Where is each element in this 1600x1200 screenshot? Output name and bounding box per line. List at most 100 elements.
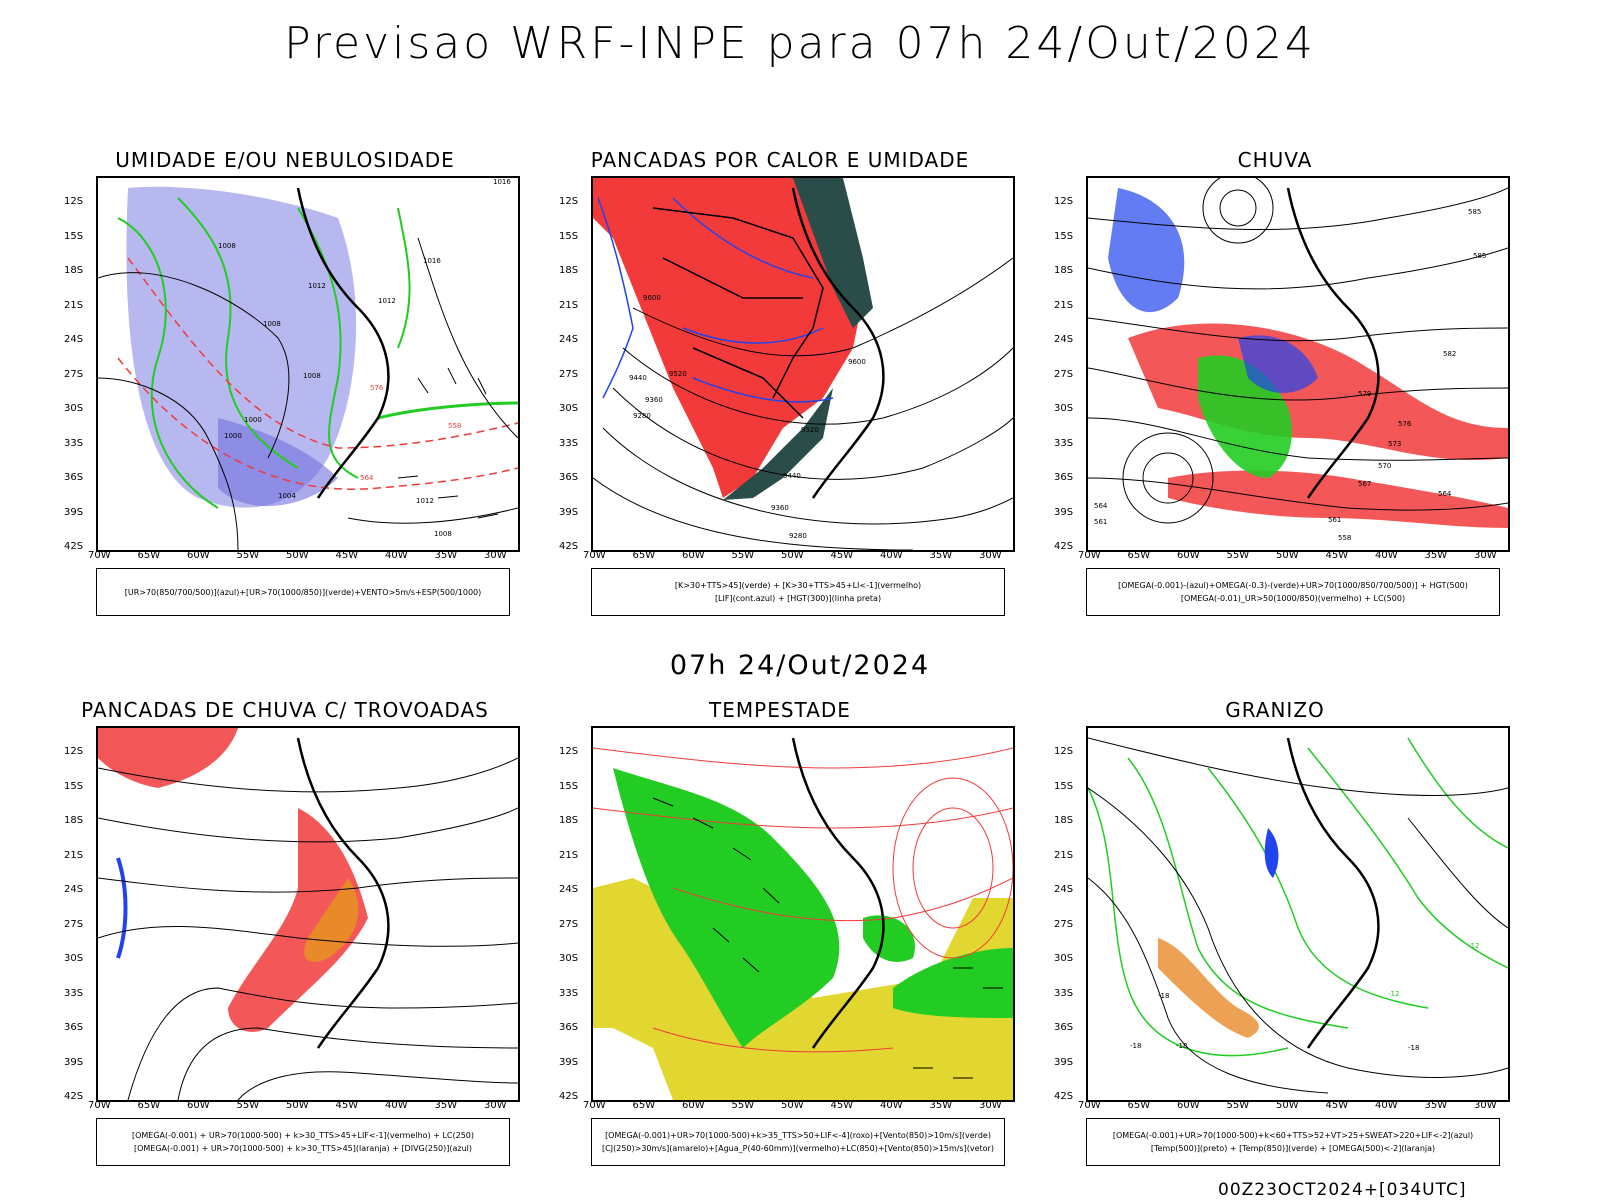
precipitable-water-contours — [593, 747, 1013, 1053]
lat-tick-label: 27S — [64, 368, 84, 380]
lon-tick-label: 45W — [830, 550, 854, 561]
lat-tick-label: 36S — [559, 1022, 579, 1033]
coastline — [296, 187, 390, 499]
lat-tick-label: 15S — [1054, 780, 1074, 792]
lon-tick-label: 65W — [1127, 1100, 1151, 1111]
lon-tick-label: 45W — [335, 1100, 359, 1111]
lon-tick-label: 35W — [929, 550, 953, 561]
lon-tick-label: 50W — [1276, 1100, 1299, 1111]
contour-label-564: 564 — [1094, 502, 1108, 510]
lat-tick-label: 42S — [1054, 541, 1074, 552]
contour-label-9280: 9280 — [633, 412, 651, 420]
lat-tick-label: 27S — [1054, 918, 1074, 930]
contour-label-585: 585 — [1468, 208, 1481, 216]
lon-tick-label: 55W — [236, 1100, 260, 1111]
contour-label-1012: 1012 — [416, 497, 434, 505]
lon-tick-label: 70W — [1078, 1100, 1101, 1111]
lat-tick-label: 36S — [559, 472, 579, 483]
lat-tick-label: 33S — [559, 437, 579, 449]
contour-label-9280: 9280 — [789, 532, 807, 540]
panel-labels: 9600 9520 9440 9360 9280 9600 9520 9440 … — [629, 294, 866, 540]
panel-legend: [OMEGA(-0.001) + UR>70(1000-500) + k>30_… — [96, 1118, 510, 1166]
lat-tick-label: 15S — [64, 780, 84, 792]
contour-label-minus-18: -18 — [1158, 992, 1169, 1000]
contour-label-minus-12: -12 — [1388, 990, 1399, 998]
lon-tick-label: 50W — [286, 550, 309, 561]
lon-tick-label: 40W — [880, 1100, 903, 1111]
lat-tick-label: 12S — [559, 196, 579, 207]
lat-tick-label: 33S — [64, 987, 84, 999]
lat-tick-label: 18S — [64, 815, 84, 826]
wind-green-area-south — [893, 948, 1013, 1018]
lat-tick-label: 36S — [64, 472, 84, 483]
lon-tick-label: 40W — [385, 550, 408, 561]
lat-tick-label: 42S — [64, 541, 84, 552]
coastline — [296, 737, 390, 1049]
humidity-core-area — [218, 418, 338, 507]
panel-rain: CHUVA 585 585 582 579 — [1040, 148, 1510, 638]
contour-label-9360: 9360 — [771, 504, 789, 512]
lat-tick-label: 27S — [559, 368, 579, 380]
lat-tick-label: 21S — [64, 849, 84, 861]
lat-tick-label: 42S — [1054, 1091, 1074, 1102]
lon-tick-label: 60W — [682, 550, 705, 561]
lon-tick-label: 55W — [731, 550, 755, 561]
panel-legend: [OMEGA(-0.001)-(azul)+OMEGA(-0.3)-(verde… — [1086, 568, 1500, 616]
lat-tick-label: 30S — [1054, 403, 1074, 414]
lat-tick-label: 21S — [64, 299, 84, 311]
wind-green-area — [613, 768, 840, 1048]
temp500-contours — [1088, 737, 1508, 1094]
coastline — [1286, 187, 1380, 499]
lat-tick-label: 24S — [64, 334, 84, 345]
contour-label-1008: 1008 — [303, 372, 321, 380]
lon-tick-label: 60W — [682, 1100, 705, 1111]
lon-tick-label: 30W — [1474, 550, 1497, 561]
lat-tick-label: 33S — [1054, 987, 1074, 999]
lon-tick-label: 50W — [781, 1100, 804, 1111]
lat-tick-label: 39S — [559, 506, 579, 518]
lat-tick-label: 12S — [1054, 746, 1074, 757]
lat-tick-label: 21S — [1054, 849, 1074, 861]
hail-blue-area — [1264, 828, 1279, 878]
contour-label-582: 582 — [1443, 350, 1456, 358]
coastline — [1286, 737, 1380, 1049]
lat-tick-label: 36S — [64, 1022, 84, 1033]
lon-tick-label: 45W — [335, 550, 359, 561]
panel-title: PANCADAS DE CHUVA C/ TROVOADAS — [81, 698, 489, 722]
geopotential-contours — [593, 257, 1013, 550]
lat-tick-label: 15S — [64, 230, 84, 242]
panel-legend: [OMEGA(-0.001)+UR>70(1000-500)+k>35_TTS>… — [591, 1118, 1005, 1166]
lon-tick-label: 65W — [1127, 550, 1151, 561]
lat-tick-label: 12S — [559, 746, 579, 757]
coastline — [791, 737, 885, 1049]
lat-tick-label: 21S — [559, 299, 579, 311]
lat-tick-label: 33S — [559, 987, 579, 999]
lat-tick-label: 24S — [559, 884, 579, 895]
rain-blue-area — [1108, 188, 1185, 313]
panel-heat-humidity: PANCADAS POR CALOR E UMIDADE — [545, 148, 1015, 638]
lon-tick-label: 35W — [1424, 1100, 1448, 1111]
run-timestamp: 00Z23OCT2024+[034UTC] — [1218, 1180, 1467, 1200]
lon-tick-label: 45W — [830, 1100, 854, 1111]
contour-label-9600: 9600 — [643, 294, 661, 302]
lon-tick-label: 70W — [583, 1100, 606, 1111]
panel-humidity: UMIDADE E/OU NEBULOSIDADE — [50, 148, 520, 638]
lat-tick-label: 12S — [64, 196, 84, 207]
contour-label-9440: 9440 — [783, 472, 801, 480]
lat-tick-label: 42S — [64, 1091, 84, 1102]
contour-label-570: 570 — [1378, 462, 1391, 470]
lat-tick-label: 21S — [559, 849, 579, 861]
contour-label-1008: 1008 — [434, 530, 452, 538]
lon-tick-label: 60W — [1177, 1100, 1200, 1111]
contour-label-1016: 1016 — [423, 257, 441, 265]
borders — [652, 207, 824, 419]
contour-label-567: 567 — [1358, 480, 1371, 488]
omega-orange-area — [1158, 938, 1259, 1038]
contour-label-585: 585 — [1473, 252, 1486, 260]
lat-tick-label: 24S — [559, 334, 579, 345]
lon-tick-label: 30W — [484, 550, 507, 561]
wind-green-area-east — [863, 915, 915, 962]
coastline — [791, 187, 885, 499]
lon-tick-label: 30W — [979, 550, 1002, 561]
lon-tick-label: 50W — [1276, 550, 1299, 561]
